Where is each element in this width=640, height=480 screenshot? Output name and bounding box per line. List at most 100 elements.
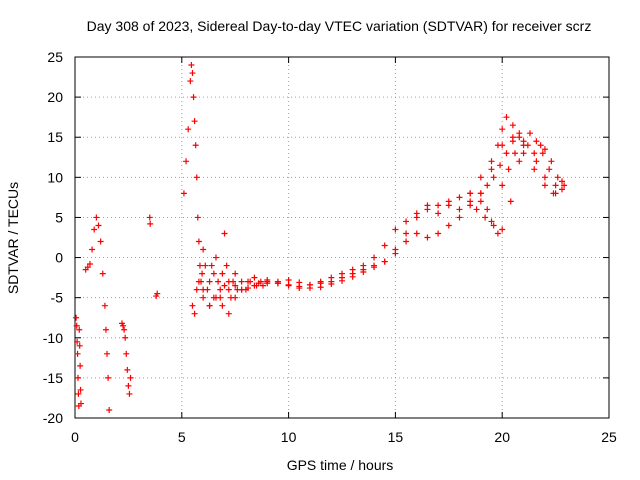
data-point xyxy=(296,279,303,286)
data-point xyxy=(193,174,200,181)
x-tick-label: 15 xyxy=(388,429,404,445)
data-point xyxy=(73,322,80,329)
data-point xyxy=(259,282,266,289)
data-point xyxy=(499,182,506,189)
data-point xyxy=(219,302,226,309)
data-point xyxy=(225,310,232,317)
data-point xyxy=(253,282,260,289)
data-point xyxy=(219,270,226,277)
data-point xyxy=(104,350,111,357)
data-point xyxy=(488,158,495,165)
chart-title: Day 308 of 2023, Sidereal Day-to-day VTE… xyxy=(87,18,592,34)
data-point xyxy=(188,62,195,69)
data-point xyxy=(456,194,463,201)
data-point xyxy=(221,282,228,289)
data-point xyxy=(73,314,80,321)
data-point xyxy=(520,150,527,157)
data-point xyxy=(221,230,228,237)
data-point xyxy=(413,230,420,237)
data-point xyxy=(424,206,431,213)
data-point xyxy=(196,262,203,269)
data-point xyxy=(456,214,463,221)
x-axis: 0 5 10 15 20 25 xyxy=(71,57,617,445)
data-point xyxy=(84,264,91,271)
data-point xyxy=(245,278,252,285)
data-point xyxy=(274,278,281,285)
x-tick-label: 5 xyxy=(178,429,186,445)
data-point xyxy=(285,277,292,284)
data-point xyxy=(392,226,399,233)
data-point xyxy=(477,198,484,205)
data-point xyxy=(381,242,388,249)
data-point xyxy=(554,174,561,181)
axes-frame xyxy=(74,56,610,419)
data-point xyxy=(190,94,197,101)
data-point xyxy=(512,150,519,157)
data-point xyxy=(541,146,548,153)
data-point xyxy=(225,278,232,285)
data-point xyxy=(505,166,512,173)
data-point xyxy=(403,218,410,225)
data-point xyxy=(238,286,245,293)
data-point xyxy=(210,270,217,277)
data-point xyxy=(86,260,93,267)
data-point xyxy=(199,270,206,277)
data-point xyxy=(210,294,217,301)
data-point xyxy=(499,126,506,133)
data-point xyxy=(445,198,452,205)
y-axis: -20 -15 -10 -5 0 5 10 15 20 25 xyxy=(43,49,609,426)
data-point xyxy=(371,264,378,271)
data-point xyxy=(497,162,504,169)
y-tick-label: -20 xyxy=(43,410,63,426)
data-point xyxy=(124,366,131,373)
data-point xyxy=(516,130,523,137)
data-point xyxy=(194,214,201,221)
data-point xyxy=(413,210,420,217)
data-point xyxy=(509,134,516,141)
data-point xyxy=(200,294,207,301)
data-point xyxy=(349,266,356,273)
data-point xyxy=(559,186,566,193)
data-point xyxy=(306,281,313,288)
data-point xyxy=(526,130,533,137)
data-point xyxy=(101,302,108,309)
data-point xyxy=(488,166,495,173)
data-point xyxy=(74,338,81,345)
data-point xyxy=(146,214,153,221)
y-tick-label: -10 xyxy=(43,330,63,346)
data-point xyxy=(484,182,491,189)
y-tick-label: -15 xyxy=(43,370,63,386)
data-point xyxy=(503,150,510,157)
data-point xyxy=(520,138,527,145)
data-point xyxy=(381,258,388,265)
data-point xyxy=(541,182,548,189)
data-point xyxy=(494,230,501,237)
data-point xyxy=(191,118,198,125)
data-point xyxy=(122,334,129,341)
data-point xyxy=(180,190,187,197)
data-point xyxy=(193,286,200,293)
data-point xyxy=(123,350,130,357)
y-axis-label: SDTVAR / TECUs xyxy=(5,182,21,294)
data-point xyxy=(328,281,335,288)
data-point xyxy=(238,278,245,285)
y-tick-label: 20 xyxy=(47,89,63,105)
data-point xyxy=(97,238,104,245)
data-series xyxy=(73,62,568,413)
data-point xyxy=(185,126,192,133)
data-point xyxy=(102,326,109,333)
data-point xyxy=(232,270,239,277)
data-point xyxy=(223,262,230,269)
data-point xyxy=(467,202,474,209)
data-point xyxy=(264,280,271,287)
data-point xyxy=(183,158,190,165)
data-point xyxy=(435,202,442,209)
data-point xyxy=(257,278,264,285)
data-point xyxy=(403,238,410,245)
data-point xyxy=(195,238,202,245)
data-point xyxy=(285,282,292,289)
data-point xyxy=(225,286,232,293)
data-point xyxy=(200,286,207,293)
data-point xyxy=(200,246,207,253)
